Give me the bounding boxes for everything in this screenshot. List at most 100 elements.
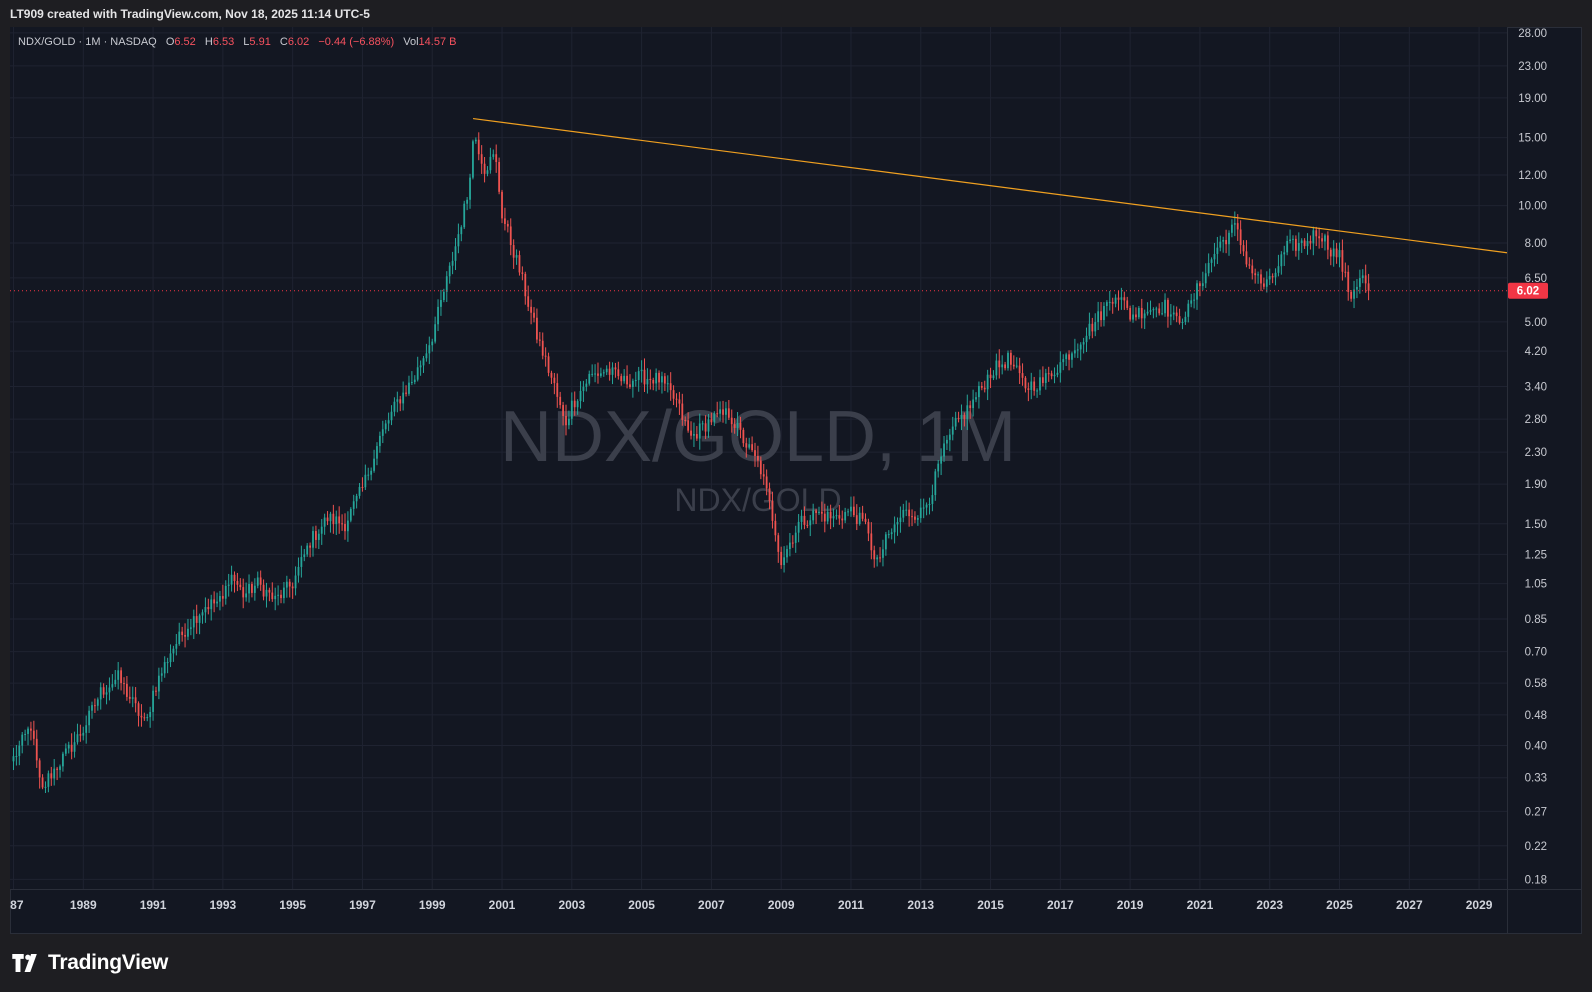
candle-body (410, 381, 413, 383)
legend-symbol[interactable]: NDX/GOLD · 1M · NASDAQ (18, 36, 157, 48)
y-tick-label: 0.33 (1525, 773, 1547, 785)
candle (884, 531, 887, 556)
candle-body (989, 374, 992, 379)
y-tick-label: 10.00 (1518, 201, 1547, 213)
candle-body (1283, 252, 1286, 255)
candle (1041, 366, 1044, 387)
candle-body (1324, 235, 1326, 242)
y-tick-label: 1.05 (1525, 579, 1547, 591)
candle (1280, 251, 1283, 275)
candle-body (201, 612, 204, 616)
candle-body (346, 520, 349, 532)
candle-body (1132, 314, 1134, 320)
candle (1027, 382, 1030, 402)
candle (504, 207, 506, 231)
candle-body (902, 509, 905, 518)
candle-body (771, 500, 774, 521)
candle (826, 505, 829, 525)
tradingview-logo-icon (12, 954, 37, 972)
candle (908, 502, 911, 527)
candle (189, 618, 192, 636)
candle-body (1155, 308, 1158, 310)
x-tick-label: 1999 (419, 898, 446, 912)
candle (27, 726, 29, 746)
x-tick-label: 2017 (1047, 898, 1074, 912)
x-tick-label: 2027 (1396, 898, 1423, 912)
candle-body (524, 273, 527, 297)
candle-body (663, 376, 666, 384)
candle (184, 623, 186, 648)
tradingview-brand[interactable]: TradingView (12, 951, 168, 975)
candle-body (652, 379, 655, 384)
candle (283, 581, 285, 604)
candle (492, 149, 495, 160)
candle (1219, 235, 1222, 252)
candle (617, 361, 620, 380)
x-tick-label: 1997 (349, 898, 376, 912)
candle (425, 343, 428, 362)
candle (916, 515, 919, 526)
candle (931, 484, 934, 512)
candle-body (658, 372, 660, 383)
legend-open-value: 6.52 (174, 36, 196, 48)
candle-body (189, 627, 192, 629)
candle-body (960, 414, 963, 420)
candle-body (384, 423, 387, 430)
candle (469, 173, 471, 209)
x-tick-label: 2015 (977, 898, 1004, 912)
candle-body (1059, 362, 1062, 373)
candle (948, 428, 951, 452)
candle (483, 157, 486, 183)
candle (501, 189, 503, 224)
candle (149, 706, 152, 728)
candle (556, 373, 559, 408)
candle-body (303, 554, 306, 558)
candle-body (852, 506, 855, 516)
candle (38, 758, 41, 789)
candle-body (617, 369, 620, 377)
candle-body (739, 422, 742, 430)
candle (838, 504, 841, 525)
candle-body (35, 738, 38, 761)
footer-bar (0, 934, 1592, 992)
candle (1216, 236, 1219, 265)
candle (1021, 363, 1024, 386)
candle (1097, 301, 1100, 331)
candle (568, 410, 570, 430)
candle-body (972, 399, 975, 409)
candle-body (457, 234, 460, 247)
candle (672, 385, 675, 406)
candle-body (114, 679, 117, 685)
candle (1129, 305, 1132, 322)
candle-body (1262, 283, 1265, 287)
candle-body (140, 715, 143, 718)
candle (1187, 299, 1190, 323)
candle-body (742, 429, 745, 444)
candle-body (297, 566, 300, 576)
y-tick-label: 1.50 (1525, 519, 1547, 531)
candle (823, 503, 826, 533)
candle (1108, 291, 1111, 311)
candle-body (300, 557, 303, 567)
candle (1105, 300, 1108, 317)
candle-body (1010, 352, 1012, 365)
candle-body (111, 684, 114, 688)
candle (1146, 302, 1149, 316)
candle (1024, 376, 1027, 393)
candle-body (492, 154, 495, 157)
candle (437, 299, 439, 332)
candle (946, 435, 948, 451)
candle (852, 496, 855, 518)
chart-canvas[interactable]: NDX/GOLD, 1M NDX/GOLD 6.02 28.0023.0019.… (10, 27, 1582, 934)
candle (99, 682, 102, 710)
candle-body (748, 444, 751, 448)
candle (460, 225, 463, 242)
candle-body (1297, 242, 1300, 251)
candle-body (160, 673, 163, 676)
candle (1047, 366, 1050, 382)
candle (675, 393, 678, 408)
candle (663, 373, 666, 391)
candle-body (169, 653, 172, 663)
candle (163, 656, 166, 678)
candle (419, 360, 422, 376)
